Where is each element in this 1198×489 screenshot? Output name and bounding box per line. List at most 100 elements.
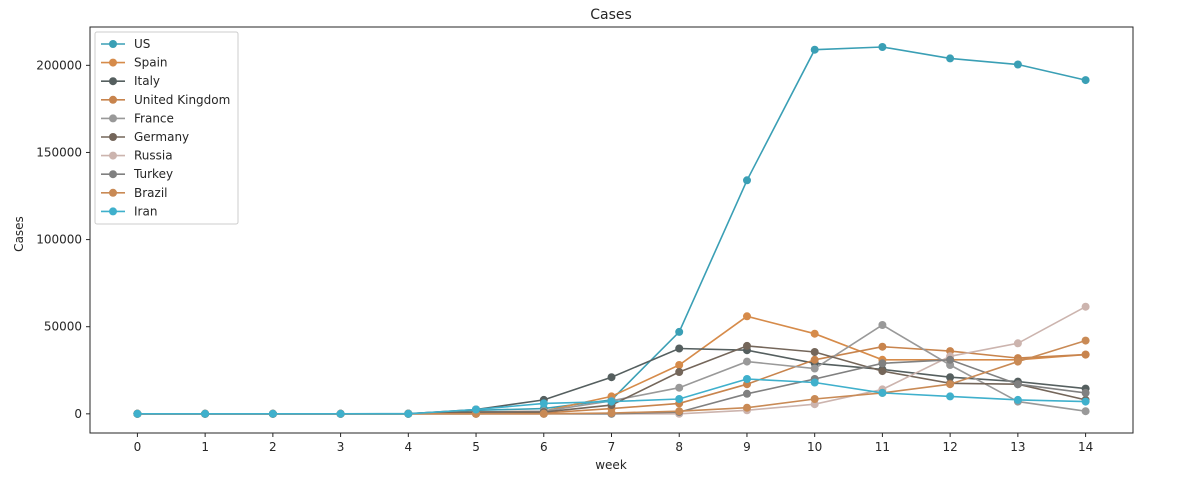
legend-swatch-marker [109,77,117,85]
data-point [946,392,954,400]
data-point [811,395,819,403]
x-tick-label: 14 [1078,440,1093,454]
data-point [1014,61,1022,69]
data-point [540,399,548,407]
data-point [1082,337,1090,345]
data-point [743,176,751,184]
x-tick-label: 13 [1010,440,1025,454]
legend-label: Spain [134,56,168,70]
data-point [472,406,480,414]
data-point [743,404,751,412]
data-point [1014,358,1022,366]
x-tick-label: 11 [875,440,890,454]
data-point [1082,351,1090,359]
series-us [133,43,1089,418]
legend-label: Brazil [134,186,168,200]
data-point [1014,380,1022,388]
legend-swatch-marker [109,40,117,48]
y-tick-label: 50000 [44,320,82,334]
data-point [1082,407,1090,415]
data-point [811,46,819,54]
legend-label: Iran [134,204,157,218]
x-tick-label: 12 [942,440,957,454]
y-tick-label: 200000 [36,58,82,72]
data-point [878,43,886,51]
data-point [946,356,954,364]
data-point [743,312,751,320]
data-point [811,348,819,356]
data-point [878,359,886,367]
legend-swatch-marker [109,189,117,197]
x-tick-label: 0 [134,440,142,454]
data-point [133,410,141,418]
x-tick-label: 5 [472,440,480,454]
x-tick-label: 10 [807,440,822,454]
data-point [811,365,819,373]
data-point [878,367,886,375]
x-tick-label: 1 [201,440,209,454]
data-point [608,409,616,417]
data-point [608,373,616,381]
data-point [946,54,954,62]
x-tick-label: 4 [404,440,412,454]
data-point [878,389,886,397]
legend: US Spain Italy United Kingdom France Germany R… [95,32,238,224]
plot-frame [90,27,1133,433]
x-tick-label: 2 [269,440,277,454]
data-point [675,328,683,336]
x-tick-label: 6 [540,440,548,454]
data-point [743,358,751,366]
chart-title: Cases [590,7,632,23]
data-point [878,321,886,329]
data-point [811,356,819,364]
data-point [540,410,548,418]
data-point [811,379,819,387]
data-point [811,330,819,338]
data-point [1014,396,1022,404]
x-axis-label: week [595,458,627,472]
legend-label: United Kingdom [134,93,230,107]
legend-swatch-marker [109,152,117,160]
data-point [1014,339,1022,347]
data-point [743,390,751,398]
data-point [1082,303,1090,311]
data-point [337,410,345,418]
data-point [675,368,683,376]
x-tick-label: 8 [675,440,683,454]
data-point [1082,389,1090,397]
x-tick-label: 7 [608,440,616,454]
data-point [404,410,412,418]
y-axis-label: Cases [12,216,26,252]
x-tick-label: 9 [743,440,751,454]
data-point [269,410,277,418]
y-tick-label: 100000 [36,233,82,247]
y-tick-label: 0 [74,407,82,421]
data-point [878,343,886,351]
legend-label: France [134,111,174,125]
data-point [1082,398,1090,406]
x-tick-label: 3 [337,440,345,454]
data-point [743,375,751,383]
data-point [1082,76,1090,84]
legend-swatch-marker [109,114,117,122]
legend-swatch-marker [109,59,117,67]
data-point [675,384,683,392]
data-point [675,361,683,369]
data-point [675,345,683,353]
legend-swatch-marker [109,207,117,215]
legend-label: US [134,37,150,51]
data-point [675,407,683,415]
data-point [201,410,209,418]
legend-swatch-marker [109,133,117,141]
legend-label: Italy [134,74,160,88]
y-tick-label: 150000 [36,145,82,159]
legend-label: Turkey [133,167,173,181]
legend-swatch-marker [109,170,117,178]
data-point [743,342,751,350]
legend-swatch-marker [109,96,117,104]
data-point [675,395,683,403]
legend-label: Russia [134,149,173,163]
data-point [946,380,954,388]
legend-label: Germany [134,130,189,144]
